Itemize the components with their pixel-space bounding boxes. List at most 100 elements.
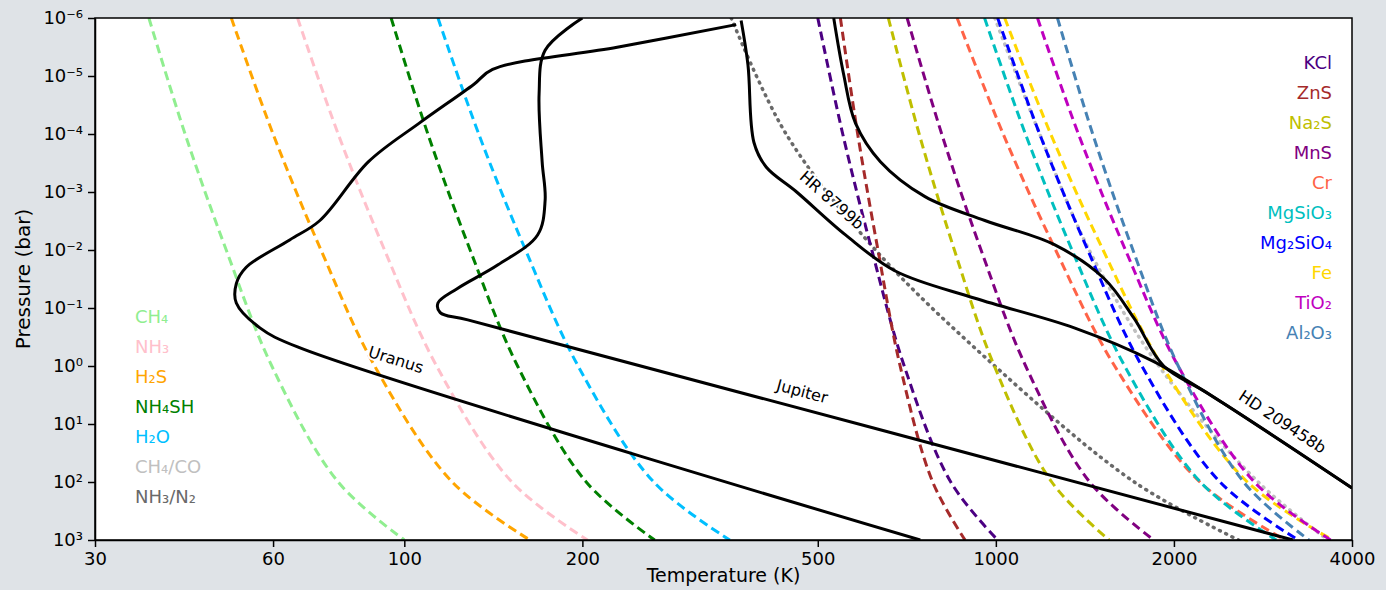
y-axis-tick: 10⁻⁴ [43, 123, 95, 144]
series-line [998, 18, 1299, 540]
x-axis-tick-label: 60 [262, 548, 285, 569]
legend-entry: NH₄SH [135, 396, 194, 417]
y-axis-tick: 10² [53, 471, 95, 492]
x-axis-tick-label: 2000 [1152, 548, 1198, 569]
legend-entry: ZnS [1297, 82, 1332, 103]
y-axis-tick: 10¹ [53, 413, 95, 434]
chart-container: 306010020050010002000400010⁻⁶10⁻⁵10⁻⁴10⁻… [0, 0, 1386, 590]
x-axis-line [96, 540, 1353, 542]
y-axis-tick-label: 10⁻⁶ [43, 7, 83, 28]
x-axis-tick-mark [1174, 540, 1176, 547]
y-axis-tick: 10⁻¹ [43, 297, 95, 318]
x-axis-tick: 2000 [1152, 540, 1198, 569]
x-axis-tick-label: 1000 [973, 548, 1019, 569]
lines-group [149, 18, 1352, 540]
x-axis-tick: 30 [84, 540, 107, 569]
y-axis-title: Pressure (bar) [11, 209, 35, 350]
y-axis-tick: 10⁻² [43, 239, 95, 260]
line-label: Uranus [366, 342, 426, 377]
x-axis-tick-mark [996, 540, 998, 547]
y-axis-tick: 10⁻⁵ [43, 65, 95, 86]
series-line [1057, 18, 1309, 540]
x-axis-tick-label: 500 [801, 548, 835, 569]
y-axis-tick-label: 10⁻¹ [43, 297, 83, 318]
x-axis-title: Temperature (K) [646, 564, 801, 586]
legend-entry: Cr [1312, 172, 1333, 193]
x-axis-tick-mark [582, 540, 584, 547]
legend-entry: H₂S [135, 366, 167, 387]
y-axis-tick-label: 10⁰ [53, 355, 83, 376]
series-line [840, 18, 965, 540]
legend: KCl ZnS Na₂S MnS Cr MgSiO₃ Mg₂SiO₄ Fe TiO₂ Al₂O₃ [1260, 52, 1333, 343]
series-line [741, 20, 1352, 488]
x-axis-tick-label: 200 [566, 548, 600, 569]
series-line [995, 18, 1328, 540]
legend: CH₄ NH₃ H₂S NH₄SH H₂O CH₄/CO NH₃/N₂ [135, 306, 201, 507]
legend-entry: Na₂S [1289, 112, 1332, 133]
y-axis-tick-label: 10⁻⁵ [43, 65, 83, 86]
legend-entry: H₂O [135, 426, 170, 447]
y-axis-tick-mark [88, 482, 95, 484]
x-axis-tick-mark [818, 540, 820, 547]
series-line [437, 18, 1293, 540]
x-axis-tick-label: 100 [388, 548, 422, 569]
y-axis-tick-label: 10⁻³ [43, 181, 83, 202]
series-line [731, 18, 1238, 540]
y-axis-tick-mark [88, 424, 95, 426]
y-axis-tick-label: 10¹ [53, 413, 83, 434]
x-axis-tick: 4000 [1330, 540, 1376, 569]
y-axis-tick-mark [88, 366, 95, 368]
y-axis-tick: 10⁰ [53, 355, 95, 376]
y-axis-tick-mark [88, 18, 95, 20]
y-axis-tick-mark [88, 250, 95, 252]
series-line [235, 25, 921, 540]
x-axis-tick-mark [1352, 540, 1354, 547]
legend-entry: NH₃ [135, 336, 169, 357]
y-axis-tick-mark [88, 540, 95, 542]
series-line [391, 18, 655, 540]
x-axis-tick: 1000 [973, 540, 1019, 569]
x-axis-tick-label: 4000 [1330, 548, 1376, 569]
series-line [818, 18, 998, 540]
y-axis-tick: 10³ [53, 529, 95, 550]
y-axis-tick-label: 10⁻⁴ [43, 123, 83, 144]
series-line [1005, 18, 1333, 540]
y-axis-tick: 10⁻⁶ [43, 7, 95, 28]
series-line [834, 18, 1352, 488]
chart-svg: 306010020050010002000400010⁻⁶10⁻⁵10⁻⁴10⁻… [0, 0, 1386, 590]
x-axis-tick: 60 [262, 540, 285, 569]
legend-entry: Al₂O₃ [1286, 322, 1332, 343]
plot-frame [95, 18, 1352, 540]
y-axis-tick-mark [88, 76, 95, 78]
y-axis-tick-mark [88, 134, 95, 136]
plot-background [95, 18, 1352, 540]
series-line [985, 18, 1277, 540]
legend-entry: CH₄/CO [135, 456, 201, 477]
x-axis-tick: 500 [801, 540, 835, 569]
legend-entry: MnS [1294, 142, 1332, 163]
legend-entry: TiO₂ [1294, 292, 1332, 313]
series-line [298, 18, 588, 540]
x-axis-tick-mark [404, 540, 406, 547]
y-axis-line [95, 19, 97, 541]
legend-entry: Fe [1312, 262, 1332, 283]
legend-entry: MgSiO₃ [1267, 202, 1332, 223]
x-axis-tick: 200 [566, 540, 600, 569]
series-line [438, 18, 730, 540]
y-axis-tick: 10⁻³ [43, 181, 95, 202]
y-axis-tick-mark [88, 308, 95, 310]
series-line [231, 18, 530, 540]
y-axis-tick-mark [88, 192, 95, 194]
x-axis-tick-mark [273, 540, 275, 547]
line-label: HR 8799b [796, 167, 868, 234]
y-axis-tick-label: 10³ [53, 529, 83, 550]
legend-entry: CH₄ [135, 306, 168, 327]
legend-entry: KCl [1304, 52, 1332, 73]
y-axis: 10⁻⁶ 10⁻⁵ 10⁻⁴ 10⁻³ 10⁻² 10⁻¹ 10⁰ 10¹ 10² 10³ [43, 7, 95, 550]
legend-entry: NH₃/N₂ [135, 486, 196, 507]
line-label: Jupiter [774, 375, 831, 407]
y-axis-tick-label: 10⁻² [43, 239, 83, 260]
legend-entry: Mg₂SiO₄ [1260, 232, 1332, 253]
series-line [1038, 18, 1331, 540]
page-background [0, 0, 1386, 590]
